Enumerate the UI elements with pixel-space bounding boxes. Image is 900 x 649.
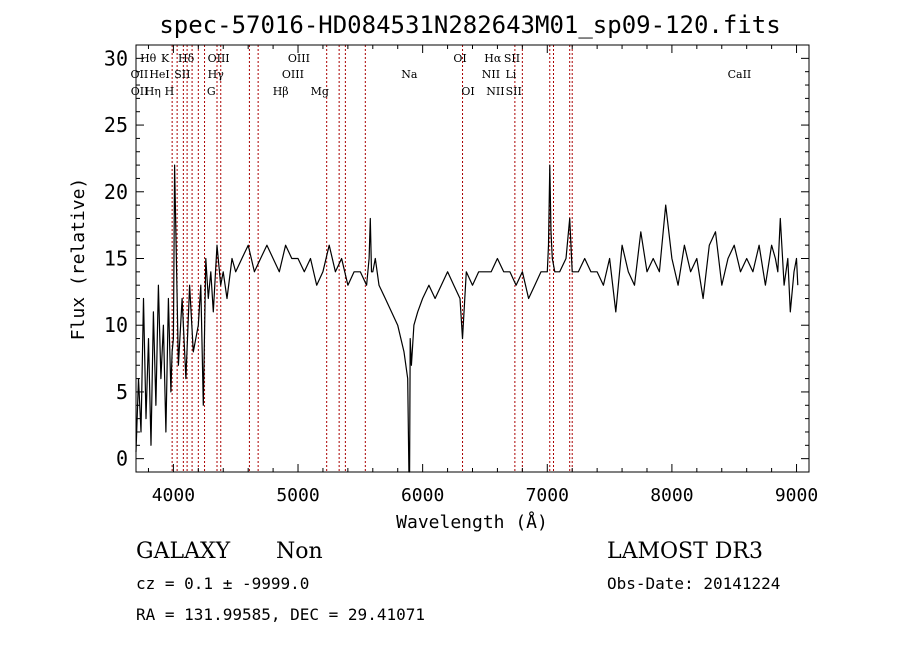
- line-label: Li: [505, 68, 516, 81]
- y-tick-label: 10: [104, 313, 128, 337]
- y-tick-label: 5: [116, 380, 128, 404]
- line-label: OII: [131, 85, 149, 98]
- x-tick-label: 4000: [152, 485, 195, 506]
- line-label: Mg: [311, 85, 329, 98]
- line-label: CaII: [728, 68, 752, 81]
- spectrum-line: [135, 164, 799, 473]
- line-label: Hδ: [178, 52, 195, 65]
- x-tick-label: 7000: [526, 485, 569, 506]
- line-label: G: [207, 85, 216, 98]
- x-tick-label: 6000: [401, 485, 444, 506]
- x-axis: 4000 5000 6000 7000 8000 9000: [147, 45, 818, 506]
- line-label: OIII: [288, 52, 310, 65]
- line-markers: [171, 45, 573, 472]
- y-tick-label: 15: [104, 247, 128, 271]
- line-label: SII: [174, 68, 190, 81]
- line-labels: OII OII Hθ Hη HeI K H Hδ SII OIII Hγ G Hβ OIII OIII Mg N…: [131, 52, 752, 98]
- y-tick-label: 20: [104, 180, 128, 204]
- line-label: OIII: [282, 68, 304, 81]
- line-label: Hβ: [273, 85, 289, 98]
- y-axis: 0 5 10 15 20 25 30: [104, 46, 809, 471]
- line-label: Na: [401, 68, 418, 81]
- line-label: Hα: [484, 52, 502, 65]
- x-tick-label: 9000: [775, 485, 818, 506]
- y-tick-label: 25: [104, 113, 128, 137]
- line-label: Hγ: [208, 68, 225, 81]
- object-class: GALAXY: [136, 539, 231, 564]
- line-label: SII: [506, 85, 522, 98]
- survey-name: LAMOST DR3: [607, 539, 763, 564]
- line-label: NII: [486, 85, 504, 98]
- line-label: HeI: [149, 68, 169, 81]
- object-subclass: Non: [276, 539, 323, 564]
- chart-title: spec-57016-HD084531N282643M01_sp09-120.f…: [159, 11, 780, 39]
- coordinates-text: RA = 131.99585, DEC = 29.41071: [136, 605, 425, 624]
- line-label: Hη: [145, 85, 161, 98]
- y-axis-label: Flux (relative): [68, 178, 89, 341]
- line-label: K: [161, 52, 170, 65]
- line-label: OII: [131, 68, 149, 81]
- obs-date-text: Obs-Date: 20141224: [607, 574, 780, 593]
- x-tick-label: 8000: [650, 485, 693, 506]
- line-label: NII: [482, 68, 500, 81]
- y-tick-label: 0: [116, 447, 128, 471]
- line-label: OI: [453, 52, 466, 65]
- line-label: OI: [461, 85, 474, 98]
- line-label: Hθ: [140, 52, 157, 65]
- redshift-text: cz = 0.1 ± -9999.0: [136, 574, 309, 593]
- x-axis-label: Wavelength (Å): [396, 511, 548, 533]
- line-label: H: [165, 85, 175, 98]
- line-label: SII: [504, 52, 520, 65]
- y-tick-label: 30: [104, 46, 128, 70]
- line-label: OIII: [208, 52, 230, 65]
- x-tick-label: 5000: [276, 485, 319, 506]
